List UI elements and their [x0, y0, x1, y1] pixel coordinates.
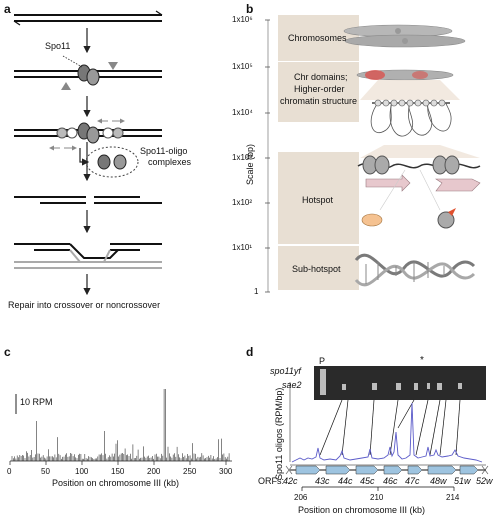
- rpm-scale-label: 10 RPM: [20, 397, 53, 407]
- panel-d-y-label: Spo11 oligos (RPM/bp): [274, 387, 284, 480]
- tick-1e2: 1x10²: [232, 198, 253, 207]
- tick-1e1: 1x10¹: [232, 243, 253, 252]
- chromatin-loop-illustration: [370, 99, 452, 137]
- cleavage-triangle-bottom: [61, 82, 71, 90]
- gene-arrow-right: [435, 178, 481, 192]
- nucleosome-hotspot-illustration: [357, 155, 481, 229]
- orf-track: [285, 465, 489, 475]
- tick-1e3: 1x10³: [232, 153, 253, 162]
- gene-arrow-left: [365, 174, 411, 192]
- level-chromosomes-box: [278, 15, 359, 61]
- d-tick-206: 206: [294, 493, 308, 502]
- gel-label-sae2: sae2: [282, 380, 302, 390]
- tick-1e5: 1x10⁵: [232, 62, 253, 71]
- panel-c-x-label: Position on chromosome III (kb): [52, 478, 180, 488]
- gel-lane-p: P: [319, 356, 326, 366]
- orf-46c: 46c: [383, 476, 398, 486]
- spo11-protein-right: [86, 68, 100, 86]
- c-tick-150: 150: [111, 467, 125, 476]
- chromosome-illustration: [343, 24, 466, 48]
- orf-52w: 52w: [476, 476, 493, 486]
- tick-1e4: 1x10⁴: [232, 108, 253, 117]
- level-domains-label-3: chromatin structure: [280, 96, 358, 106]
- repair-outcome-label: Repair into crossover or noncrossover: [8, 300, 161, 310]
- orf-51w: 51w: [454, 476, 471, 486]
- c-tick-100: 100: [75, 467, 89, 476]
- d-tick-214: 214: [446, 493, 460, 502]
- strand-invasion: [14, 243, 162, 269]
- cleavage-triangle-top: [108, 62, 118, 70]
- level-hotspot-box: [278, 152, 359, 244]
- c-tick-0: 0: [7, 467, 12, 476]
- panel-b-letter: b: [246, 2, 254, 16]
- tick-1: 1: [254, 287, 259, 296]
- c-tick-50: 50: [41, 467, 50, 476]
- chromosome-domain-illustration: [356, 69, 460, 100]
- level-chromosomes-label: Chromosomes: [288, 33, 347, 43]
- orf-44c: 44c: [338, 476, 353, 486]
- tick-1e6: 1x10⁶: [232, 15, 253, 24]
- c-tick-200: 200: [147, 467, 161, 476]
- gel-star-annotation: *: [420, 355, 424, 366]
- orf-42c: 42c: [283, 476, 298, 486]
- spo11-oligo-label: Spo11-oligo: [140, 146, 188, 156]
- panel-a-letter: a: [4, 2, 11, 16]
- dna-double-helix-illustration: [354, 253, 476, 287]
- c-tick-300: 300: [219, 467, 233, 476]
- spo11-oligo-profile: [291, 402, 483, 463]
- d-tick-210: 210: [370, 493, 384, 502]
- gel-label-spo11yf: spo11yf: [270, 366, 301, 376]
- level-hotspot-label: Hotspot: [302, 195, 334, 205]
- resected-dsb: [14, 196, 162, 204]
- level-domains-box: [278, 62, 359, 122]
- level-subhotspot-box: [278, 246, 359, 290]
- panel-d-letter: d: [246, 345, 254, 359]
- c-tick-250: 250: [183, 467, 197, 476]
- modification-mark-icon: [448, 208, 456, 216]
- intact-dna-duplex: [14, 14, 162, 22]
- orf-prefix-label: ORFs:: [258, 476, 284, 486]
- level-domains-label-1: Chr domains;: [294, 72, 348, 82]
- nucleosome-illustration: [437, 211, 455, 229]
- complexes-label: complexes: [148, 157, 192, 167]
- orf-48w: 48w: [430, 476, 447, 486]
- panel-c-letter: c: [4, 345, 11, 359]
- protein-complex-illustration: [361, 213, 383, 227]
- spo11-label: Spo11: [45, 41, 71, 51]
- orf-47c: 47c: [405, 476, 420, 486]
- level-domains-label-2: Higher-order: [294, 84, 345, 94]
- orf-45c: 45c: [360, 476, 375, 486]
- panel-d-x-label: Position on chromosome III (kb): [298, 505, 426, 515]
- level-subhotspot-label: Sub-hotspot: [292, 264, 341, 274]
- orf-43c: 43c: [315, 476, 330, 486]
